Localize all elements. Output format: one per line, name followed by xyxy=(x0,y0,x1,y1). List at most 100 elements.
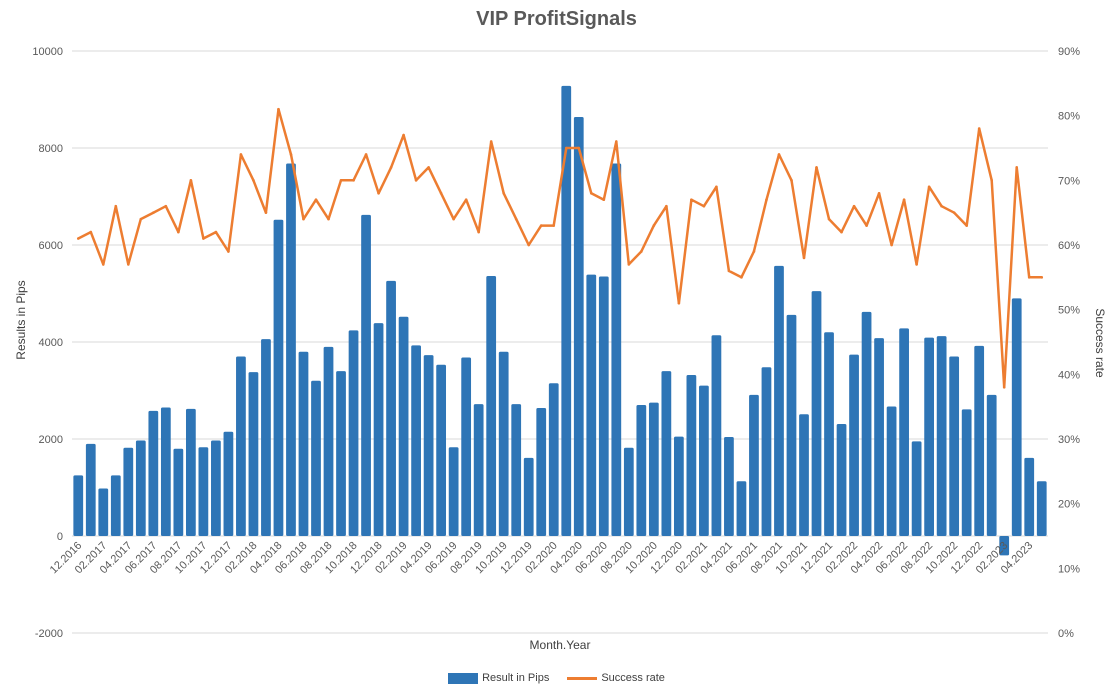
bar-04.2022 xyxy=(874,338,884,536)
bar-05.2020 xyxy=(586,274,597,536)
bar-02.2019 xyxy=(398,316,409,536)
bar-04.2017 xyxy=(123,447,134,536)
bar-03.2020 xyxy=(561,85,572,537)
y-tick-label: 0 xyxy=(57,531,63,543)
line-point-04.2019 xyxy=(427,166,430,169)
success-rate-line xyxy=(77,107,1042,389)
line-point-06.2017 xyxy=(152,211,155,214)
x-axis-title: Month.Year xyxy=(530,638,591,652)
legend-label-bars: Result in Pips xyxy=(482,672,550,684)
bar-01.2022 xyxy=(836,423,847,536)
line-point-05.2023 xyxy=(1040,276,1044,279)
line-point-04.2021 xyxy=(727,269,731,273)
line-point-09.2017 xyxy=(189,179,193,182)
line-point-05.2019 xyxy=(439,191,443,195)
bar-08.2019 xyxy=(473,404,484,536)
y-axis-right: 0% 10% 20% 30% 40% 50% 60% 70% 80% 90% xyxy=(1058,46,1080,640)
line-point-03.2022 xyxy=(865,224,868,227)
bar-03.2017 xyxy=(110,475,121,536)
line-point-12.2020 xyxy=(677,301,681,305)
bar-06.2018 xyxy=(298,351,309,536)
bar-07.2022 xyxy=(911,441,922,536)
bar-09.2020 xyxy=(636,405,647,536)
line-point-10.2019 xyxy=(502,191,505,195)
bar-05.2021 xyxy=(736,481,747,536)
bar-10.2018 xyxy=(348,330,359,536)
bar-04.2021 xyxy=(724,437,734,536)
bar-02.2022 xyxy=(849,354,859,536)
bar-05.2022 xyxy=(886,406,897,536)
line-point-06.2022 xyxy=(902,198,906,202)
line-point-03.2023 xyxy=(1015,166,1019,169)
bar-06.2017 xyxy=(148,410,159,536)
y-axis-left: -2000 0 2000 4000 6000 8000 10000 xyxy=(32,46,63,640)
line-point-07.2017 xyxy=(164,204,168,208)
line-point-08.2020 xyxy=(627,263,631,266)
line-point-04.2023 xyxy=(1027,276,1031,279)
y2-tick-label: 20% xyxy=(1058,499,1080,511)
y2-tick-label: 90% xyxy=(1058,46,1080,58)
bar-05.2023 xyxy=(1036,481,1047,536)
y2-tick-label: 50% xyxy=(1058,305,1080,317)
line-point-10.2020 xyxy=(652,224,656,227)
bar-01.2017 xyxy=(85,443,96,536)
line-point-11.2017 xyxy=(214,230,218,234)
bar-08.2020 xyxy=(623,447,634,536)
y2-axis-title: Success rate xyxy=(1093,308,1107,378)
line-point-12.2016 xyxy=(76,237,80,240)
bar-07.2018 xyxy=(311,380,321,536)
line-point-12.2017 xyxy=(227,250,230,253)
bar-01.2018 xyxy=(236,356,246,536)
bar-05.2019 xyxy=(436,364,447,536)
line-point-07.2020 xyxy=(615,140,618,143)
bar-11.2022 xyxy=(961,409,972,536)
bar-11.2019 xyxy=(511,404,522,536)
line-point-11.2020 xyxy=(665,204,668,208)
line-point-11.2022 xyxy=(965,224,968,227)
bar-01.2020 xyxy=(536,407,547,536)
line-point-09.2020 xyxy=(640,250,643,253)
bar-07.2020 xyxy=(611,163,622,536)
y-tick-label: 6000 xyxy=(39,240,63,252)
line-point-05.2020 xyxy=(589,191,593,195)
legend-item-bars[interactable]: Result in Pips xyxy=(448,672,549,684)
bar-06.2019 xyxy=(448,447,459,536)
bar-04.2019 xyxy=(423,355,434,536)
bar-09.2021 xyxy=(786,314,797,536)
bar-02.2021 xyxy=(699,385,709,536)
line-point-10.2018 xyxy=(352,179,355,182)
line-point-08.2019 xyxy=(477,230,480,234)
line-point-02.2021 xyxy=(702,204,706,208)
bar-08.2022 xyxy=(924,337,935,536)
line-point-11.2019 xyxy=(514,217,518,221)
line-point-06.2019 xyxy=(452,217,455,221)
line-point-02.2022 xyxy=(852,204,856,208)
legend-item-line[interactable]: Success rate xyxy=(567,672,665,684)
bar-02.2020 xyxy=(548,383,559,536)
bar-06.2020 xyxy=(598,276,609,536)
bar-09.2017 xyxy=(185,408,196,536)
bar-01.2019 xyxy=(386,280,396,536)
line-point-08.2022 xyxy=(927,185,931,189)
line-point-01.2018 xyxy=(239,153,243,156)
y-tick-label: 8000 xyxy=(39,143,63,155)
legend-label-line: Success rate xyxy=(601,672,665,684)
bar-12.2019 xyxy=(523,457,534,536)
bar-09.2018 xyxy=(336,371,346,536)
bar-03.2023 xyxy=(1011,298,1022,536)
line-point-08.2021 xyxy=(777,153,781,156)
y2-tick-label: 0% xyxy=(1058,628,1074,640)
y2-tick-label: 30% xyxy=(1058,434,1080,446)
bar-04.2018 xyxy=(273,219,284,536)
bar-01.2023 xyxy=(986,394,997,536)
line-point-03.2018 xyxy=(264,211,268,214)
line-point-12.2021 xyxy=(827,217,831,221)
line-point-07.2018 xyxy=(314,198,318,202)
line-point-12.2019 xyxy=(527,243,531,247)
bar-12.2018 xyxy=(373,323,384,536)
bar-07.2019 xyxy=(461,357,472,536)
line-point-07.2019 xyxy=(464,198,468,202)
chart-title: VIP ProfitSignals xyxy=(476,8,637,30)
bar-03.2018 xyxy=(261,339,271,536)
